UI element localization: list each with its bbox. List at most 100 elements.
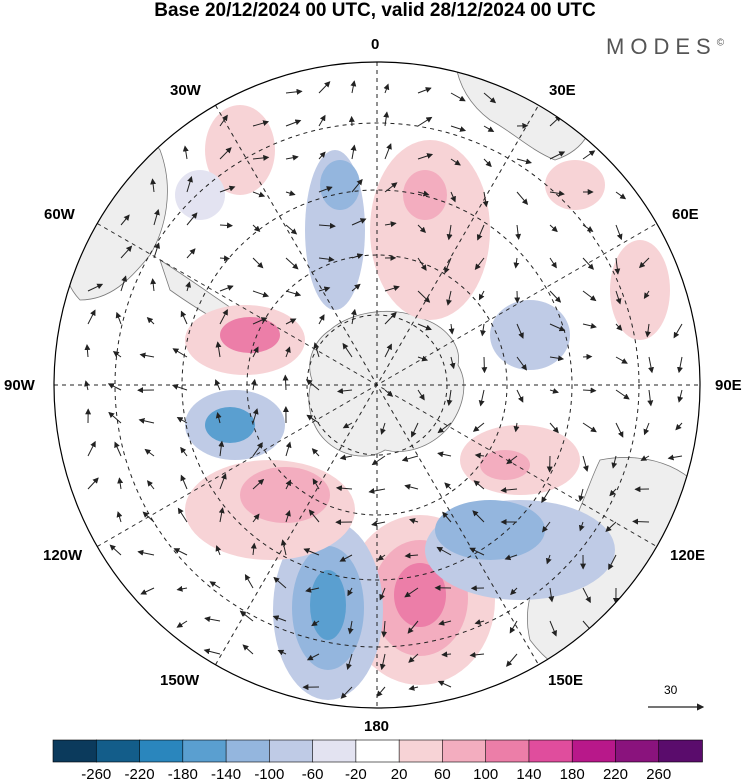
- lon-label-60w: 60W: [44, 206, 75, 223]
- wind-vector: [252, 442, 263, 457]
- wind-vector: [87, 477, 99, 490]
- wind-vector: [615, 191, 627, 200]
- wind-vector: [481, 356, 488, 374]
- wind-vector: [640, 455, 650, 461]
- wind-vector: [285, 119, 302, 127]
- wind-vector: [615, 224, 623, 241]
- wind-vector: [117, 477, 124, 490]
- wind-vector: [513, 257, 520, 269]
- wind-vector: [450, 191, 456, 203]
- wind-vector: [549, 290, 562, 303]
- modes-logo: MODES©: [606, 34, 724, 60]
- wind-vector: [250, 378, 257, 391]
- wind-vector: [473, 480, 485, 490]
- colorbar-swatch: [398, 739, 444, 763]
- wind-vector: [446, 389, 453, 406]
- wind-vector: [417, 257, 427, 271]
- negative-anomaly: [175, 170, 225, 220]
- positive-anomaly: [205, 105, 275, 195]
- wind-vector: [474, 452, 485, 459]
- wind-vector: [285, 154, 299, 161]
- wind-vector: [219, 222, 233, 229]
- wind-vector: [437, 422, 452, 434]
- wind-vector: [549, 224, 558, 233]
- wind-vector: [500, 487, 518, 494]
- wind-vector: [480, 323, 487, 337]
- colorbar-swatch: [225, 739, 271, 763]
- colorbar-swatch: [182, 739, 227, 763]
- wind-vector: [285, 190, 296, 197]
- colorbar-swatch: [95, 739, 141, 763]
- antarctica-land: [308, 310, 465, 457]
- wind-vector: [219, 114, 228, 127]
- colorbar-tick-label: 60: [434, 766, 451, 783]
- wind-vector: [285, 441, 292, 457]
- wind-vector: [239, 610, 254, 622]
- wind-vector: [404, 552, 419, 559]
- wind-vector: [252, 317, 268, 325]
- wind-vector: [384, 389, 394, 397]
- reference-vector-label: 30: [664, 683, 678, 697]
- wind-vector: [335, 485, 353, 492]
- wind-vector: [340, 686, 353, 699]
- wind-vector: [472, 422, 485, 432]
- wind-vector: [483, 125, 495, 133]
- wind-vector: [244, 574, 254, 589]
- wind-vector: [582, 353, 593, 360]
- wind-vector: [351, 178, 363, 193]
- wind-vector: [384, 285, 400, 292]
- wind-vector: [446, 224, 453, 241]
- wind-vector: [509, 620, 518, 634]
- colorbar-tick-label: 20: [390, 766, 408, 783]
- wind-vector: [219, 147, 232, 160]
- colorbar-swatch: [658, 739, 703, 763]
- wind-vector: [643, 422, 650, 436]
- wind-vector: [285, 510, 291, 523]
- wind-vector: [408, 653, 419, 663]
- wind-vector: [482, 191, 489, 208]
- map-border: [53, 61, 701, 709]
- wind-vector: [150, 178, 157, 193]
- wind-vector: [404, 587, 419, 598]
- wind-vector: [582, 387, 597, 394]
- wind-vector: [368, 488, 386, 494]
- wind-vector: [311, 620, 320, 627]
- wind-vector: [144, 448, 155, 457]
- meridians: [54, 62, 700, 708]
- wind-vector: [450, 158, 461, 166]
- positive-anomaly: [394, 563, 446, 627]
- wind-vector: [615, 422, 624, 438]
- wind-vector: [541, 521, 551, 533]
- wind-vector: [437, 451, 452, 458]
- wind-vector: [273, 576, 287, 589]
- wind-vector: [474, 257, 485, 270]
- wind-vector: [383, 83, 390, 94]
- wind-vector: [549, 355, 565, 362]
- wind-vector: [401, 455, 419, 462]
- wind-vector: [180, 474, 188, 490]
- wind-vector: [306, 414, 320, 424]
- colorbar-tick-label: 180: [559, 766, 585, 783]
- wind-vector: [645, 323, 651, 338]
- wind-vector: [285, 346, 291, 358]
- wind-vector: [643, 290, 650, 299]
- wind-vector: [582, 422, 597, 433]
- wind-vector: [582, 322, 597, 329]
- wind-vector: [380, 422, 386, 435]
- wind-vector: [638, 257, 650, 269]
- wind-vector: [140, 587, 155, 595]
- colorbar-swatch: [269, 739, 314, 763]
- wind-vector: [305, 379, 320, 391]
- wind-vector: [504, 554, 518, 561]
- wind-vector: [472, 510, 485, 523]
- anomaly-shading: [175, 105, 670, 700]
- wind-vector: [469, 547, 485, 556]
- wind-vector: [436, 546, 452, 556]
- wind-vector: [516, 323, 524, 339]
- wind-vector: [108, 411, 122, 424]
- wind-vector: [219, 185, 236, 193]
- wind-vector: [582, 290, 597, 302]
- wind-vector: [667, 454, 683, 461]
- colorbar-tick-label: -20: [345, 766, 367, 783]
- map-title: Base 20/12/2024 00 UTC, valid 28/12/2024…: [154, 0, 596, 21]
